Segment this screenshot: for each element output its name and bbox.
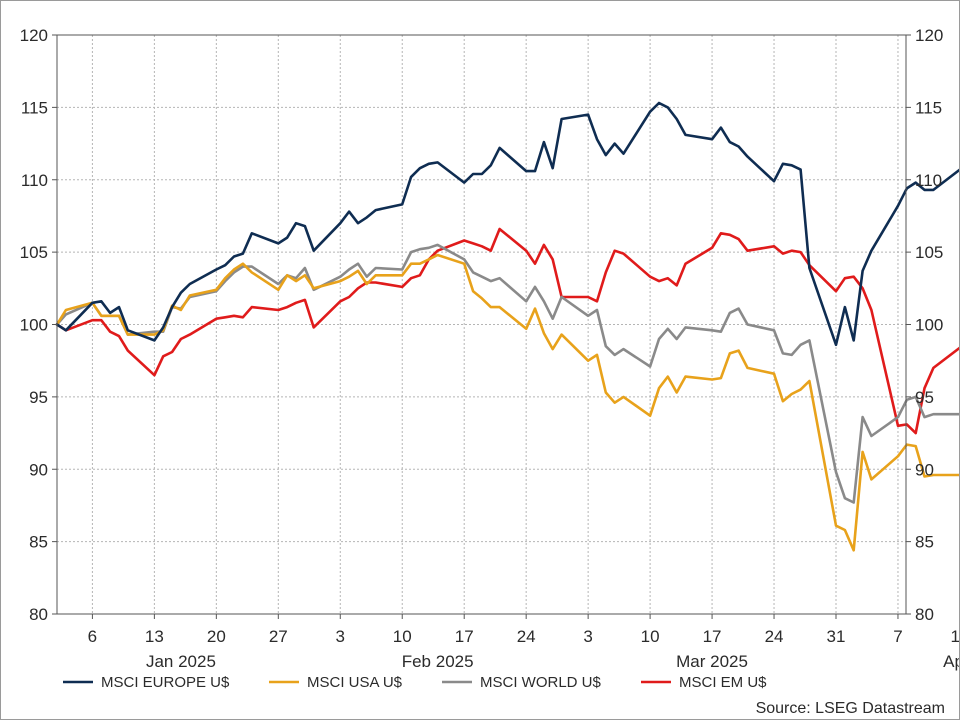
y-tick-label: 80 [915,605,934,624]
month-label: Apr 2025 [943,652,959,671]
y-tick-label: 115 [21,98,48,117]
source-note: Source: LSEG Datastream [756,700,945,717]
y-tick-label: 105 [20,243,48,262]
y-tick-label: 110 [915,171,942,190]
x-tick-label: 20 [207,627,226,646]
y-tick-label: 95 [29,388,48,407]
x-tick-label: 27 [269,627,288,646]
x-tick-label: 17 [703,627,722,646]
y-tick-label: 110 [21,171,48,190]
x-tick-label: 7 [893,627,902,646]
gridlines [57,35,960,614]
x-tick-label: 3 [336,627,345,646]
y-tick-label: 85 [915,533,934,552]
legend-label: MSCI WORLD U$ [480,674,602,691]
y-tick-label: 90 [29,460,48,479]
x-tick-label: 24 [765,627,784,646]
legend-label: MSCI EM U$ [679,674,767,691]
y-tick-label: 120 [915,26,943,45]
series-line-msci-em-u [55,227,960,435]
x-axis: 613202731017243101724317142128 [88,614,960,646]
x-tick-label: 10 [393,627,412,646]
y-axis-left: 80 85 90 95 100 105 110 115 120 [20,26,57,624]
y-tick-label: 120 [20,26,48,45]
y-tick-label: 100 [915,316,943,335]
y-tick-label: 115 [915,98,942,117]
y-tick-label: 105 [915,243,943,262]
series-line-msci-world-u [55,243,960,504]
x-axis-month-labels: Jan 2025 Feb 2025 Mar 2025 Apr 2025 [146,652,960,671]
month-label: Feb 2025 [402,652,474,671]
legend-label: MSCI EUROPE U$ [101,674,230,691]
y-axis-right: 80 85 90 95 100 105 110 115 120 [906,26,943,624]
x-tick-label: 10 [641,627,660,646]
series-lines [55,101,960,552]
month-label: Mar 2025 [676,652,748,671]
y-tick-label: 100 [20,316,48,335]
y-tick-label: 85 [29,533,48,552]
series-line-msci-europe-u [55,101,960,347]
series-line-msci-usa-u [55,253,960,552]
y-tick-label: 80 [29,605,48,624]
x-tick-label: 3 [583,627,592,646]
x-tick-label: 13 [145,627,164,646]
x-tick-label: 6 [88,627,97,646]
legend: MSCI EUROPE U$ MSCI USA U$ MSCI WORLD U$ MS… [63,674,767,691]
x-tick-label: 24 [517,627,536,646]
month-label: Jan 2025 [146,652,216,671]
y-tick-label: 90 [915,460,934,479]
x-tick-label: 31 [827,627,846,646]
x-tick-label: 17 [455,627,474,646]
y-tick-label: 95 [915,388,934,407]
legend-label: MSCI USA U$ [307,674,403,691]
x-tick-label: 14 [950,627,959,646]
